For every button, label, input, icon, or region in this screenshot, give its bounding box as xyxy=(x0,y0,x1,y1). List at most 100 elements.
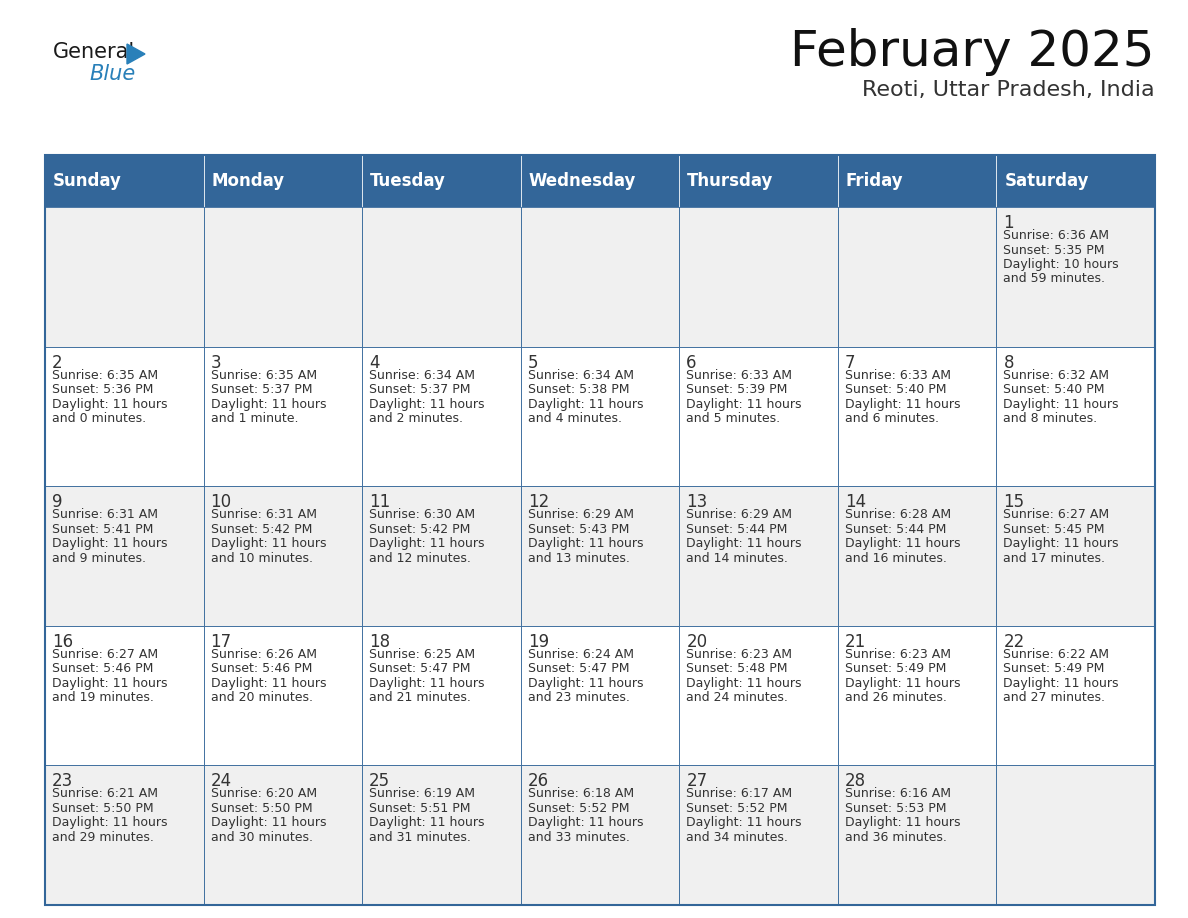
Text: 27: 27 xyxy=(687,772,707,790)
Bar xyxy=(45,626,203,766)
Text: Sunset: 5:53 PM: Sunset: 5:53 PM xyxy=(845,802,947,815)
Bar xyxy=(680,207,838,347)
Text: Sunset: 5:50 PM: Sunset: 5:50 PM xyxy=(52,802,153,815)
Text: Sunrise: 6:32 AM: Sunrise: 6:32 AM xyxy=(1004,369,1110,382)
Text: Daylight: 11 hours: Daylight: 11 hours xyxy=(52,537,168,550)
Bar xyxy=(520,626,680,766)
Text: Sunrise: 6:27 AM: Sunrise: 6:27 AM xyxy=(1004,509,1110,521)
Text: Reoti, Uttar Pradesh, India: Reoti, Uttar Pradesh, India xyxy=(862,80,1155,100)
Text: and 12 minutes.: and 12 minutes. xyxy=(369,552,470,565)
Text: Sunset: 5:37 PM: Sunset: 5:37 PM xyxy=(210,383,312,396)
Bar xyxy=(997,155,1155,207)
Text: Daylight: 11 hours: Daylight: 11 hours xyxy=(210,537,326,550)
Bar xyxy=(45,207,203,347)
Text: Sunset: 5:47 PM: Sunset: 5:47 PM xyxy=(369,662,470,676)
Text: 5: 5 xyxy=(527,353,538,372)
Bar xyxy=(680,487,838,626)
Text: Sunrise: 6:30 AM: Sunrise: 6:30 AM xyxy=(369,509,475,521)
Bar xyxy=(45,155,1155,905)
Text: Sunrise: 6:19 AM: Sunrise: 6:19 AM xyxy=(369,788,475,800)
Text: Sunrise: 6:23 AM: Sunrise: 6:23 AM xyxy=(687,648,792,661)
Bar xyxy=(362,207,520,347)
Text: Sunrise: 6:34 AM: Sunrise: 6:34 AM xyxy=(527,369,633,382)
Text: Daylight: 10 hours: Daylight: 10 hours xyxy=(1004,258,1119,271)
Text: 7: 7 xyxy=(845,353,855,372)
Text: Blue: Blue xyxy=(89,64,135,84)
Bar xyxy=(997,487,1155,626)
Text: and 4 minutes.: and 4 minutes. xyxy=(527,412,621,425)
Text: Daylight: 11 hours: Daylight: 11 hours xyxy=(210,677,326,689)
Text: and 26 minutes.: and 26 minutes. xyxy=(845,691,947,704)
Text: Sunday: Sunday xyxy=(53,172,122,190)
Text: Friday: Friday xyxy=(846,172,904,190)
Text: Sunset: 5:35 PM: Sunset: 5:35 PM xyxy=(1004,243,1105,256)
Text: and 13 minutes.: and 13 minutes. xyxy=(527,552,630,565)
Text: Thursday: Thursday xyxy=(688,172,773,190)
Text: 20: 20 xyxy=(687,633,707,651)
Text: 18: 18 xyxy=(369,633,391,651)
Text: Sunset: 5:44 PM: Sunset: 5:44 PM xyxy=(687,522,788,536)
Text: Daylight: 11 hours: Daylight: 11 hours xyxy=(1004,397,1119,410)
Text: Sunrise: 6:31 AM: Sunrise: 6:31 AM xyxy=(210,509,316,521)
Text: Sunrise: 6:22 AM: Sunrise: 6:22 AM xyxy=(1004,648,1110,661)
Text: and 23 minutes.: and 23 minutes. xyxy=(527,691,630,704)
Text: 16: 16 xyxy=(52,633,74,651)
Text: Daylight: 11 hours: Daylight: 11 hours xyxy=(845,816,960,829)
Text: Tuesday: Tuesday xyxy=(371,172,446,190)
Text: 25: 25 xyxy=(369,772,391,790)
Text: and 30 minutes.: and 30 minutes. xyxy=(210,831,312,844)
Bar xyxy=(203,347,362,487)
Bar xyxy=(997,347,1155,487)
Text: 13: 13 xyxy=(687,493,708,511)
Bar xyxy=(520,766,680,905)
Text: and 24 minutes.: and 24 minutes. xyxy=(687,691,788,704)
Text: Sunset: 5:43 PM: Sunset: 5:43 PM xyxy=(527,522,630,536)
Text: and 5 minutes.: and 5 minutes. xyxy=(687,412,781,425)
Text: and 14 minutes.: and 14 minutes. xyxy=(687,552,788,565)
Text: Sunset: 5:37 PM: Sunset: 5:37 PM xyxy=(369,383,470,396)
Text: 28: 28 xyxy=(845,772,866,790)
Text: 24: 24 xyxy=(210,772,232,790)
Text: and 0 minutes.: and 0 minutes. xyxy=(52,412,146,425)
Bar xyxy=(362,155,520,207)
Text: 22: 22 xyxy=(1004,633,1025,651)
Bar xyxy=(680,626,838,766)
Text: Daylight: 11 hours: Daylight: 11 hours xyxy=(527,677,643,689)
Text: 6: 6 xyxy=(687,353,697,372)
Text: Sunrise: 6:33 AM: Sunrise: 6:33 AM xyxy=(845,369,950,382)
Text: Sunset: 5:52 PM: Sunset: 5:52 PM xyxy=(527,802,630,815)
Text: and 31 minutes.: and 31 minutes. xyxy=(369,831,470,844)
Bar xyxy=(203,207,362,347)
Text: and 6 minutes.: and 6 minutes. xyxy=(845,412,939,425)
Text: General: General xyxy=(53,42,135,62)
Text: Daylight: 11 hours: Daylight: 11 hours xyxy=(52,677,168,689)
Text: Sunrise: 6:35 AM: Sunrise: 6:35 AM xyxy=(52,369,158,382)
Bar xyxy=(203,155,362,207)
Text: Sunset: 5:49 PM: Sunset: 5:49 PM xyxy=(845,662,946,676)
Text: Daylight: 11 hours: Daylight: 11 hours xyxy=(687,816,802,829)
Text: Sunrise: 6:21 AM: Sunrise: 6:21 AM xyxy=(52,788,158,800)
Text: Daylight: 11 hours: Daylight: 11 hours xyxy=(1004,537,1119,550)
Bar xyxy=(203,487,362,626)
Text: Sunrise: 6:18 AM: Sunrise: 6:18 AM xyxy=(527,788,634,800)
Text: Sunrise: 6:20 AM: Sunrise: 6:20 AM xyxy=(210,788,317,800)
Text: 19: 19 xyxy=(527,633,549,651)
Text: Daylight: 11 hours: Daylight: 11 hours xyxy=(845,397,960,410)
Text: and 8 minutes.: and 8 minutes. xyxy=(1004,412,1098,425)
Text: 1: 1 xyxy=(1004,214,1015,232)
Polygon shape xyxy=(127,44,145,64)
Bar xyxy=(362,487,520,626)
Bar xyxy=(362,347,520,487)
Text: Sunset: 5:47 PM: Sunset: 5:47 PM xyxy=(527,662,630,676)
Text: and 59 minutes.: and 59 minutes. xyxy=(1004,273,1105,285)
Bar xyxy=(997,626,1155,766)
Text: and 34 minutes.: and 34 minutes. xyxy=(687,831,788,844)
Text: and 19 minutes.: and 19 minutes. xyxy=(52,691,154,704)
Bar xyxy=(997,766,1155,905)
Text: Monday: Monday xyxy=(211,172,285,190)
Text: and 29 minutes.: and 29 minutes. xyxy=(52,831,154,844)
Bar xyxy=(838,347,997,487)
Bar xyxy=(520,487,680,626)
Text: February 2025: February 2025 xyxy=(790,28,1155,76)
Text: 21: 21 xyxy=(845,633,866,651)
